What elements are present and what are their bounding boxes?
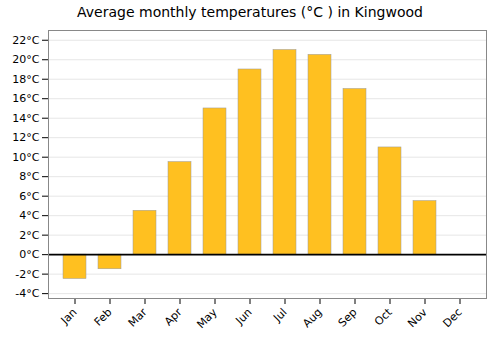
svg-text:Aug: Aug [300,306,324,330]
svg-text:Jan: Jan [58,306,80,328]
svg-text:Oct: Oct [372,305,395,328]
svg-text:Nov: Nov [405,305,430,330]
svg-text:-2°C: -2°C [15,268,39,281]
svg-text:14°C: 14°C [12,112,39,125]
svg-text:22°C: 22°C [12,34,39,47]
svg-text:Feb: Feb [92,306,115,329]
svg-text:18°C: 18°C [12,73,39,86]
svg-text:Mar: Mar [126,305,150,329]
svg-text:May: May [194,305,220,331]
svg-text:2°C: 2°C [19,229,39,242]
svg-text:Jul: Jul [270,306,289,325]
svg-text:0°C: 0°C [19,248,39,261]
svg-text:6°C: 6°C [19,190,39,203]
svg-text:10°C: 10°C [12,151,39,164]
svg-text:Sep: Sep [336,306,360,330]
svg-text:Apr: Apr [162,305,185,328]
svg-text:8°C: 8°C [19,170,39,183]
svg-text:4°C: 4°C [19,209,39,222]
svg-text:12°C: 12°C [12,131,39,144]
svg-text:Jun: Jun [233,306,255,328]
html-text:Average monthly temperatures (: Average monthly temperatures (°C ) in Ki… [77,4,423,20]
svg-text:16°C: 16°C [12,92,39,105]
svg-text:20°C: 20°C [12,53,39,66]
svg-text:Dec: Dec [440,306,464,330]
svg-text:-4°C: -4°C [15,287,39,300]
